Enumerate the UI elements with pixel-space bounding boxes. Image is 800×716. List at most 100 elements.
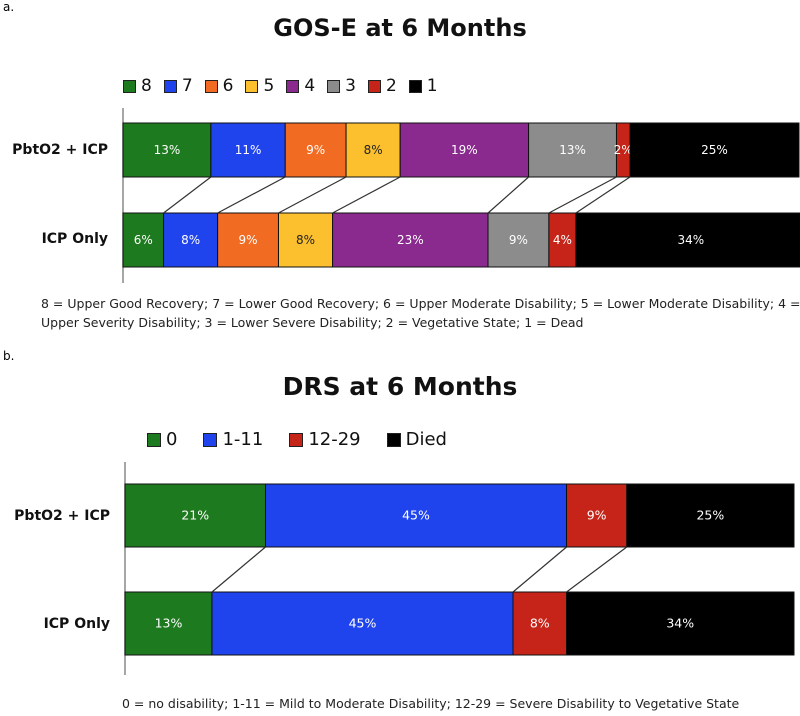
- chart-a-data-label-row2-7: 8%: [181, 233, 200, 247]
- chart-a-bar-row2-5: [277, 212, 334, 268]
- chart-a-legend-swatch-1: [408, 79, 422, 93]
- chart-b-legend-item-12-29: 12-29: [289, 429, 361, 450]
- chart-b-data-label-row1-12-29: 9%: [587, 508, 607, 523]
- chart-a-bar-row2-7: [163, 212, 219, 268]
- chart-a-data-label-row2-4: 23%: [397, 233, 424, 247]
- chart-b-legend-label-1-11: 1-11: [222, 429, 264, 450]
- chart-a-legend-item-7: 7: [163, 76, 193, 96]
- chart-a-legend-label-1: 1: [426, 76, 438, 96]
- chart-a-legend-item-3: 3: [327, 76, 356, 96]
- chart-b-legend-label-Died: Died: [405, 429, 447, 450]
- chart-a-data-label-row2-5: 8%: [296, 233, 315, 247]
- chart-b-row-label-0: PbtO2 + ICP: [14, 508, 110, 524]
- chart-a-bar-row1-7: [210, 122, 286, 178]
- chart-a-data-label-row2-6: 9%: [239, 233, 258, 247]
- chart-b-connector-12-29: [566, 546, 628, 593]
- chart-b-footnote: 0 = no disability; 1-11 = Mild to Modera…: [122, 696, 740, 711]
- chart-a-data-label-row1-1: 25%: [701, 143, 728, 157]
- chart-a-connector-2: [575, 176, 631, 214]
- chart-b-bar-row2-12-29: [512, 591, 568, 656]
- chart-b-data-label-row2-12-29: 8%: [530, 616, 550, 631]
- chart-b-bar-row1-1-11: [264, 483, 568, 548]
- chart-a-connector-6: [278, 176, 347, 214]
- chart-a-data-label-row1-5: 8%: [364, 143, 383, 157]
- chart-a-legend-label-4: 4: [304, 76, 316, 96]
- chart-a-row-label-0: PbtO2 + ICP: [12, 142, 108, 158]
- chart-b-connector-1-11: [512, 546, 567, 593]
- chart-b-bar-row1-0: [124, 483, 266, 548]
- chart-b-legend-label-12-29: 12-29: [308, 429, 361, 450]
- chart-b-bar-row1-Died: [626, 483, 795, 548]
- chart-a-legend-swatch-3: [327, 79, 341, 93]
- chart-b-legend-swatch-0: [147, 432, 161, 447]
- chart-a-bar-row2-3: [487, 212, 550, 268]
- chart-a-bar-row1-3: [528, 122, 617, 178]
- chart-a-bar-row1-1: [629, 122, 800, 178]
- chart-a-legend-swatch-4: [286, 79, 300, 93]
- chart-a-title: GOS-E at 6 Months: [273, 14, 527, 42]
- chart-a-legend-item-8: 8: [123, 76, 152, 96]
- chart-a-connector-5: [332, 176, 401, 214]
- chart-b-bar-row1-12-29: [566, 483, 628, 548]
- chart-a-legend: 8 7 6 5 4 3 2 1: [123, 76, 450, 96]
- chart-b-legend-item-Died: Died: [386, 429, 447, 450]
- chart-b-legend-item-1-11: 1-11: [203, 429, 263, 450]
- chart-a-legend-label-6: 6: [222, 76, 234, 96]
- chart-a-legend-item-1: 1: [408, 76, 438, 96]
- chart-a-data-label-row2-3: 9%: [509, 233, 528, 247]
- chart-a-data-label-row2-2: 4%: [553, 233, 572, 247]
- chart-a-plot: 13% 11% 9% 8% 19% 13% 2% 25% 6% 8% 9% 8% 23% 9% 4% 34%: [122, 108, 800, 283]
- chart-a-legend-label-2: 2: [385, 76, 397, 96]
- chart-b-bar-row2-Died: [566, 591, 795, 656]
- chart-a-bar-row1-4: [399, 122, 530, 178]
- chart-a-legend-label-8: 8: [141, 76, 152, 96]
- chart-a-legend-swatch-5: [245, 79, 259, 93]
- chart-a-connector-3: [548, 176, 617, 214]
- chart-a-legend-swatch-6: [204, 79, 218, 93]
- chart-b-legend: 0 1-11 12-29 Died: [147, 429, 473, 450]
- chart-a-legend-label-3: 3: [345, 76, 356, 96]
- chart-a-bar-row2-1: [575, 212, 800, 268]
- chart-a-data-label-row1-6: 9%: [306, 143, 325, 157]
- chart-b-data-label-row1-1-11: 45%: [402, 508, 430, 523]
- chart-a-data-label-row1-4: 19%: [451, 143, 478, 157]
- chart-a-bar-row1-5: [345, 122, 401, 178]
- chart-b-bar-row2-0: [124, 591, 213, 656]
- chart-b-data-label-row2-Died: 34%: [666, 616, 694, 631]
- chart-b-data-label-row1-Died: 25%: [696, 508, 724, 523]
- chart-a-legend-label-5: 5: [263, 76, 275, 96]
- panel-a-label: a.: [3, 0, 15, 14]
- chart-a-data-label-row1-8: 13%: [154, 143, 181, 157]
- chart-a-bar-row1-8: [122, 122, 212, 178]
- chart-a-data-label-row1-3: 13%: [559, 143, 586, 157]
- chart-a-connector-4: [487, 176, 529, 214]
- chart-b-data-label-row1-0: 21%: [181, 508, 209, 523]
- chart-a-data-label-row2-1: 34%: [678, 233, 705, 247]
- chart-b-data-label-row2-1-11: 45%: [349, 616, 377, 631]
- chart-a-legend-item-5: 5: [245, 76, 274, 96]
- chart-a-legend-item-6: 6: [204, 76, 234, 96]
- chart-a-footnote: 8 = Upper Good Recovery; 7 = Lower Good …: [41, 296, 800, 330]
- chart-a-bar-row2-6: [217, 212, 279, 268]
- chart-a-data-label-row1-7: 11%: [235, 143, 262, 157]
- chart-a-legend-item-4: 4: [286, 76, 315, 96]
- chart-b-legend-swatch-1-11: [203, 432, 218, 447]
- chart-a-connector-8: [163, 176, 212, 214]
- chart-a-legend-swatch-2: [367, 79, 381, 93]
- chart-b-row-label-1: ICP Only: [43, 616, 110, 632]
- chart-b-legend-item-0: 0: [147, 429, 177, 450]
- chart-a-row-label-1: ICP Only: [41, 231, 108, 247]
- chart-a-legend-label-7: 7: [181, 76, 193, 96]
- chart-b-legend-swatch-Died: [386, 432, 401, 447]
- chart-b-legend-label-0: 0: [166, 429, 178, 450]
- chart-b-title: DRS at 6 Months: [282, 372, 518, 401]
- chart-a-legend-swatch-7: [163, 79, 177, 93]
- chart-b-connector-0: [211, 546, 266, 593]
- chart-a-legend-item-2: 2: [367, 76, 397, 96]
- panel-b-label: b.: [3, 349, 15, 363]
- chart-a-connector-7: [217, 176, 286, 214]
- chart-a-legend-swatch-8: [123, 79, 136, 93]
- chart-b-data-label-row2-0: 13%: [155, 616, 183, 631]
- chart-a-data-label-row2-8: 6%: [134, 233, 153, 247]
- chart-a-bar-row2-8: [122, 212, 165, 268]
